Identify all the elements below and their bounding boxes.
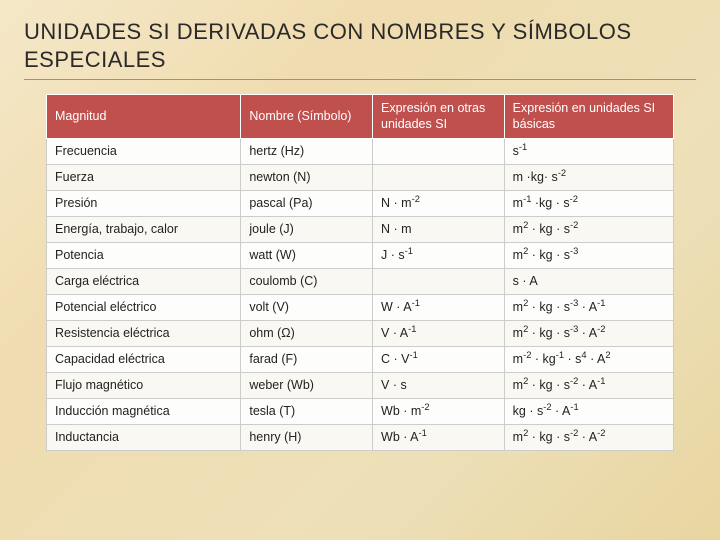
cell-nombre: farad (F) (241, 347, 373, 373)
cell-expr-otras: N · m (373, 217, 505, 243)
cell-magnitud: Energía, trabajo, calor (47, 217, 241, 243)
cell-nombre: ohm (Ω) (241, 321, 373, 347)
cell-expr-basicas: m2 · kg · s-3 · A-1 (504, 295, 673, 321)
page-title: UNIDADES SI DERIVADAS CON NOMBRES Y SÍMB… (24, 18, 696, 80)
cell-magnitud: Potencial eléctrico (47, 295, 241, 321)
cell-expr-otras: W · A-1 (373, 295, 505, 321)
table-row: Potencial eléctricovolt (V)W · A-1m2 · k… (47, 295, 674, 321)
cell-expr-otras: N · m-2 (373, 191, 505, 217)
header-nombre: Nombre (Símbolo) (241, 95, 373, 139)
table-row: Resistencia eléctricaohm (Ω)V · A-1m2 · … (47, 321, 674, 347)
cell-nombre: hertz (Hz) (241, 139, 373, 165)
si-units-table: Magnitud Nombre (Símbolo) Expresión en o… (46, 94, 674, 451)
cell-nombre: henry (H) (241, 425, 373, 451)
cell-expr-basicas: m-1 ·kg · s-2 (504, 191, 673, 217)
cell-expr-basicas: m2 · kg · s-3 (504, 243, 673, 269)
table-row: Inductanciahenry (H)Wb · A-1m2 · kg · s-… (47, 425, 674, 451)
table-row: Potenciawatt (W)J · s-1m2 · kg · s-3 (47, 243, 674, 269)
cell-expr-basicas: m2 · kg · s-2 · A-2 (504, 425, 673, 451)
cell-nombre: volt (V) (241, 295, 373, 321)
cell-expr-basicas: m2 · kg · s-2 · A-1 (504, 373, 673, 399)
cell-magnitud: Inducción magnética (47, 399, 241, 425)
cell-nombre: watt (W) (241, 243, 373, 269)
cell-nombre: tesla (T) (241, 399, 373, 425)
cell-nombre: coulomb (C) (241, 269, 373, 295)
table-header-row: Magnitud Nombre (Símbolo) Expresión en o… (47, 95, 674, 139)
table-container: Magnitud Nombre (Símbolo) Expresión en o… (24, 94, 696, 451)
cell-expr-otras: Wb · m-2 (373, 399, 505, 425)
table-row: Fuerzanewton (N) m ·kg· s-2 (47, 165, 674, 191)
table-row: Frecuenciahertz (Hz) s-1 (47, 139, 674, 165)
cell-magnitud: Potencia (47, 243, 241, 269)
cell-magnitud: Frecuencia (47, 139, 241, 165)
cell-nombre: newton (N) (241, 165, 373, 191)
table-row: Presiónpascal (Pa)N · m-2m-1 ·kg · s-2 (47, 191, 674, 217)
cell-expr-otras (373, 165, 505, 191)
table-row: Inducción magnéticatesla (T)Wb · m-2kg ·… (47, 399, 674, 425)
cell-expr-otras: V · s (373, 373, 505, 399)
cell-expr-otras (373, 269, 505, 295)
cell-expr-basicas: s · A (504, 269, 673, 295)
header-magnitud: Magnitud (47, 95, 241, 139)
cell-expr-otras: J · s-1 (373, 243, 505, 269)
cell-magnitud: Carga eléctrica (47, 269, 241, 295)
cell-expr-basicas: m2 · kg · s-2 (504, 217, 673, 243)
cell-expr-basicas: kg · s-2 · A-1 (504, 399, 673, 425)
cell-expr-basicas: m ·kg· s-2 (504, 165, 673, 191)
table-row: Carga eléctricacoulomb (C) s · A (47, 269, 674, 295)
header-expr-otras: Expresión en otras unidades SI (373, 95, 505, 139)
cell-magnitud: Capacidad eléctrica (47, 347, 241, 373)
cell-expr-otras (373, 139, 505, 165)
header-expr-basicas: Expresión en unidades SI básicas (504, 95, 673, 139)
cell-magnitud: Resistencia eléctrica (47, 321, 241, 347)
cell-magnitud: Inductancia (47, 425, 241, 451)
table-row: Energía, trabajo, calorjoule (J)N · mm2 … (47, 217, 674, 243)
cell-magnitud: Presión (47, 191, 241, 217)
cell-nombre: joule (J) (241, 217, 373, 243)
cell-magnitud: Flujo magnético (47, 373, 241, 399)
cell-expr-basicas: m-2 · kg-1 · s4 · A2 (504, 347, 673, 373)
cell-expr-otras: C · V-1 (373, 347, 505, 373)
table-row: Flujo magnéticoweber (Wb)V · sm2 · kg · … (47, 373, 674, 399)
table-row: Capacidad eléctricafarad (F)C · V-1m-2 ·… (47, 347, 674, 373)
cell-expr-otras: Wb · A-1 (373, 425, 505, 451)
cell-expr-basicas: s-1 (504, 139, 673, 165)
cell-expr-otras: V · A-1 (373, 321, 505, 347)
cell-nombre: pascal (Pa) (241, 191, 373, 217)
cell-nombre: weber (Wb) (241, 373, 373, 399)
cell-magnitud: Fuerza (47, 165, 241, 191)
cell-expr-basicas: m2 · kg · s-3 · A-2 (504, 321, 673, 347)
